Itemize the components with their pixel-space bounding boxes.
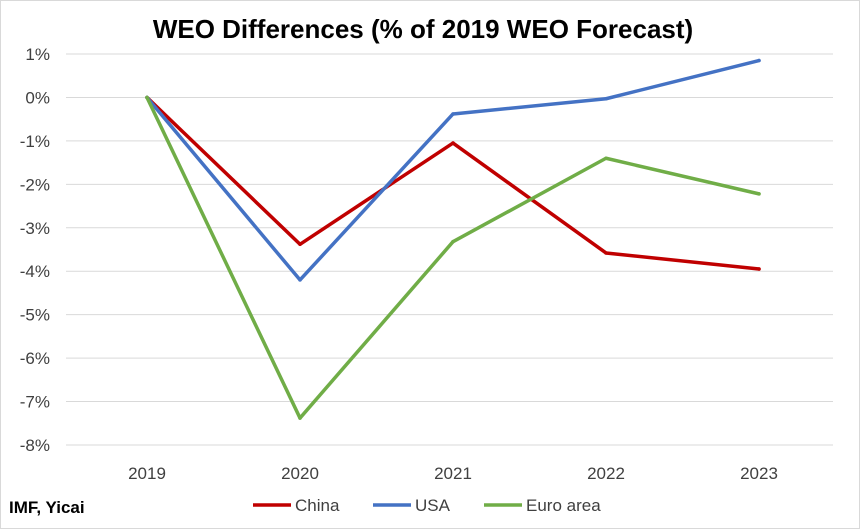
data-point — [298, 416, 302, 420]
x-tick-label: 2020 — [281, 464, 319, 483]
gridlines — [66, 53, 833, 446]
y-tick-label: -5% — [20, 306, 50, 325]
data-point — [145, 95, 149, 100]
y-axis-ticks: 1% 0% -1% -2% -3% -4% -5% -6% -7% -8% — [20, 45, 50, 455]
x-axis-ticks: 2019 2020 2021 2022 2023 — [128, 464, 778, 483]
y-tick-label: 0% — [25, 88, 50, 107]
legend-label: Euro area — [526, 496, 601, 515]
data-point — [757, 58, 761, 63]
x-tick-label: 2022 — [587, 464, 625, 483]
y-tick-label: -4% — [20, 262, 50, 281]
x-tick-label: 2019 — [128, 464, 166, 483]
y-tick-label: -1% — [20, 132, 50, 151]
y-tick-label: -3% — [20, 219, 50, 238]
data-point — [757, 267, 761, 271]
data-point — [451, 239, 455, 244]
legend-label: China — [295, 496, 340, 515]
data-point — [298, 242, 302, 247]
data-point — [451, 141, 455, 145]
data-point — [604, 96, 608, 101]
series-lines — [145, 58, 761, 420]
chart-title: WEO Differences (% of 2019 WEO Forecast) — [153, 14, 693, 44]
series-line-usa — [145, 58, 761, 282]
y-tick-label: -6% — [20, 349, 50, 368]
y-tick-label: 1% — [25, 45, 50, 64]
y-tick-label: -2% — [20, 175, 50, 194]
legend: China USA Euro area — [253, 496, 601, 515]
y-tick-label: -8% — [20, 436, 50, 455]
legend-label: USA — [415, 496, 451, 515]
data-point — [451, 112, 455, 116]
data-point — [604, 251, 608, 255]
x-tick-label: 2023 — [740, 464, 778, 483]
y-tick-label: -7% — [20, 393, 50, 412]
x-tick-label: 2021 — [434, 464, 472, 483]
data-point — [298, 278, 302, 282]
data-point — [604, 156, 608, 161]
data-point — [757, 192, 761, 196]
source-note: IMF, Yicai — [9, 498, 85, 517]
